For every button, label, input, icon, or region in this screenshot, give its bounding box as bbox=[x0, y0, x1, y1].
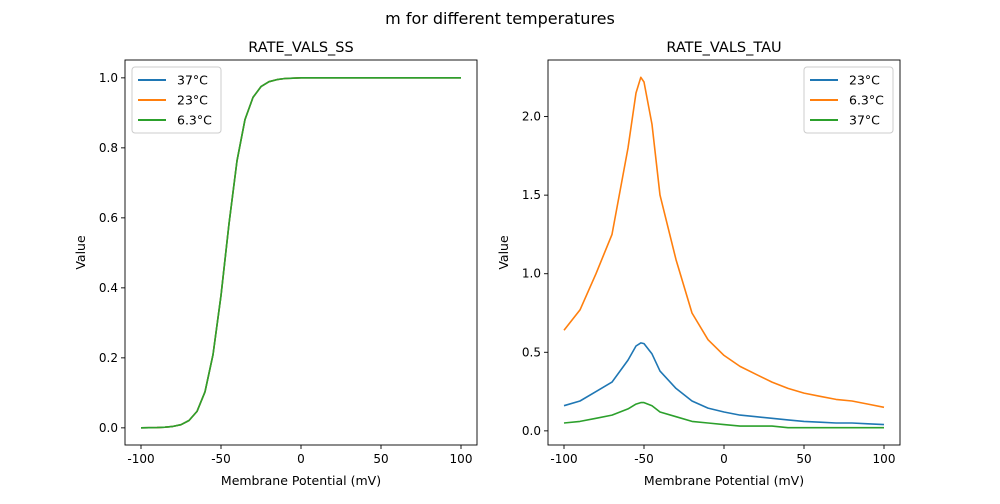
y-tick-label: 0.5 bbox=[522, 345, 541, 359]
legend-label: 6.3°C bbox=[177, 113, 212, 128]
y-tick-label: 0.0 bbox=[522, 424, 541, 438]
y-tick-label: 1.5 bbox=[522, 188, 541, 202]
subplot-1: RATE_VALS_SS -100 -50 0 50 100 0.0 0.2 0.4 0.6 0.8… bbox=[73, 40, 478, 488]
subplot-title: RATE_VALS_TAU bbox=[666, 40, 781, 56]
x-tick-label: 50 bbox=[373, 452, 388, 466]
legend-label: 37°C bbox=[849, 113, 880, 128]
y-tick-label: 1.0 bbox=[522, 267, 541, 281]
y-tick-label: 0.4 bbox=[99, 281, 118, 295]
y-tick-label: 0.6 bbox=[99, 211, 118, 225]
x-tick-label: -100 bbox=[127, 452, 154, 466]
subplot-2: RATE_VALS_TAU -100 -50 0 50 100 0.0 0.5 1.0 1.5 2.… bbox=[496, 40, 901, 488]
legend-frame bbox=[803, 66, 894, 134]
series-line-3 bbox=[563, 401, 884, 429]
y-tick-label: 2.0 bbox=[522, 110, 541, 124]
x-axis-label: Membrane Potential (mV) bbox=[644, 473, 804, 488]
legend-label: 37°C bbox=[177, 73, 208, 88]
y-tick-label: 1.0 bbox=[99, 71, 118, 85]
x-tick-label: 100 bbox=[450, 452, 473, 466]
legend: 37°C 23°C 6.3°C bbox=[131, 66, 222, 134]
legend-label: 23°C bbox=[849, 73, 880, 88]
x-tick-label: -50 bbox=[211, 452, 231, 466]
legend-label: 6.3°C bbox=[849, 93, 884, 108]
y-axis-label: Value bbox=[496, 235, 511, 270]
subplot-title: RATE_VALS_SS bbox=[248, 40, 353, 56]
series-line-3 bbox=[140, 77, 461, 429]
series-line-2 bbox=[563, 76, 885, 409]
x-tick-label: 50 bbox=[796, 452, 811, 466]
x-tick-label: -100 bbox=[550, 452, 577, 466]
x-tick-label: 0 bbox=[297, 452, 305, 466]
y-tick-label: 0.2 bbox=[99, 351, 118, 365]
legend: 23°C 6.3°C 37°C bbox=[803, 66, 894, 134]
y-tick-label: 0.8 bbox=[99, 141, 118, 155]
x-tick-label: 100 bbox=[873, 452, 896, 466]
x-tick-label: 0 bbox=[720, 452, 728, 466]
y-axis-label: Value bbox=[73, 235, 88, 270]
x-axis-label: Membrane Potential (mV) bbox=[221, 473, 381, 488]
legend-frame bbox=[131, 66, 222, 134]
legend-label: 23°C bbox=[177, 93, 208, 108]
figure-suptitle: m for different temperatures bbox=[385, 9, 615, 28]
x-tick-label: -50 bbox=[634, 452, 654, 466]
series-line-1 bbox=[563, 342, 885, 426]
y-tick-label: 0.0 bbox=[99, 421, 118, 435]
